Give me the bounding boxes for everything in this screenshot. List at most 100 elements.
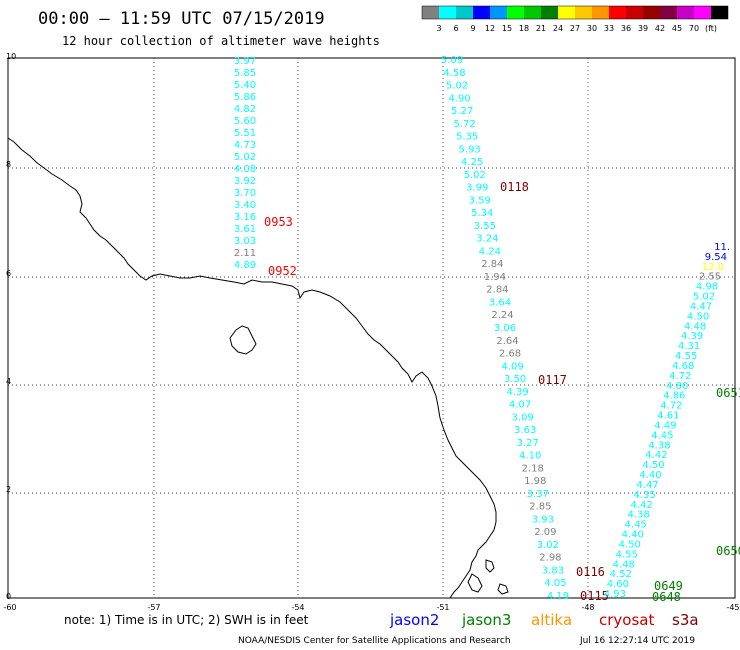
track-b-value: 4.58 [443,68,465,79]
colorbar-label: 3 [436,24,441,33]
latitude-tick: 10 [6,52,16,61]
track-a-value: 5.86 [234,92,256,103]
track-a-value: 3.03 [234,236,256,247]
track-c-value: 4.72 [660,401,682,412]
track-a-time: 0952 [268,264,297,278]
colorbar-legend: 3 6 9 12 15 18 21 24 27 30 33 36 39 42 45 70 (ft) [421,5,729,33]
track-a-value: 3.97 [234,56,256,67]
longitude-tick: -51 [436,603,449,612]
colorbar-swatch [626,6,643,19]
track-c-value: 4.50 [619,539,641,550]
colorbar-label: 18 [519,24,529,33]
colorbar-label: 33 [604,24,614,33]
colorbar-label: 27 [570,24,580,33]
longitude-tick: -54 [291,603,304,612]
track-a-value: 5.85 [234,68,256,79]
track-c-value: 4.52 [610,569,632,580]
track-c-value: 4.35 [633,490,655,501]
track-c-value: 11. [714,242,730,253]
satellite-jason2: jason2 [389,611,439,629]
track-c-value: 12.0 [702,262,724,273]
track-b-time: 0116 [576,565,605,579]
colorbar-label: 70 [689,24,699,33]
track-b-value: 3.27 [517,438,539,449]
track-c-value: 2.55 [699,272,721,283]
track-b-value: 2.24 [491,310,513,321]
colorbar-swatch [592,6,609,19]
track-b-value: 4.19 [547,591,569,602]
track-a-value: 5.40 [234,80,256,91]
map-title: 00:00 – 11:59 UTC 07/15/2019 [38,9,325,29]
colorbar-swatch [694,6,711,19]
colorbar-swatch [490,6,507,19]
track-b-value: 5.35 [456,132,478,143]
lat-lon-grid [8,58,735,598]
colorbar-label: 39 [638,24,648,33]
track-c-value: 9.54 [705,252,727,263]
track-c-value: 4.98 [696,282,718,293]
colorbar-label: 21 [536,24,546,33]
track-c-value: 4.49 [654,420,676,431]
track-c-value: 4.39 [681,331,703,342]
track-a-value: 4.08 [234,164,256,175]
colorbar-label: 30 [587,24,597,33]
colorbar-label: 45 [672,24,682,33]
credit-left: NOAA/NESDIS Center for Satellite Applica… [238,636,511,646]
colorbar-swatch [541,6,558,19]
colorbar-label: 6 [453,24,458,33]
colorbar-outline [421,5,729,20]
track-a-value: 4.73 [234,140,256,151]
track-b-value: 3.09 [512,412,534,423]
track-b-value: 5.34 [471,208,493,219]
track-a-value: 3.61 [234,224,256,235]
track-c-value: 4.93 [604,589,626,600]
track-c-value: 4.60 [607,579,629,590]
track-b-value: 2.68 [499,349,521,360]
longitude-tick: -45 [726,603,739,612]
colorbar-swatch [660,6,677,19]
track-a-value: 3.16 [234,212,256,223]
track-b-time: 0117 [538,373,567,387]
track-c-time: 0649 [654,579,683,593]
colorbar-swatch [507,6,524,19]
colorbar-label: 24 [553,24,563,33]
colorbar-label: 9 [470,24,475,33]
track-b-value: 2.84 [481,259,503,270]
track-c-value: 4.48 [684,321,706,332]
colorbar-swatch [422,6,439,19]
satellite-altika: altika [531,611,572,629]
track-c-value: 4.42 [645,450,667,461]
colorbar-swatch [524,6,541,19]
track-b-value: 2.18 [522,463,544,474]
track-a-value: 4.82 [234,104,256,115]
track-b-value: 5.09 [441,55,463,66]
track-b-value: 4.09 [501,361,523,372]
colorbar-swatch [473,6,490,19]
colorbar-label: 15 [502,24,512,33]
track-a-value: 4.89 [234,260,256,271]
track-b-value: 4.25 [461,157,483,168]
track-b-value: 5.72 [453,119,475,130]
colorbar-swatch [558,6,575,19]
track-b-value: 4.10 [519,451,541,462]
satellite-s3a: s3a [672,611,699,629]
colorbar-swatch [711,6,728,19]
longitude-tick: -48 [581,603,594,612]
track-c-value: 4.48 [613,559,635,570]
track-b-value: 5.02 [464,170,486,181]
track-b-value: 3.93 [532,514,554,525]
track-a-value: 5.02 [234,152,256,163]
track-c-time: 0651 [716,386,740,400]
latitude-tick: 6 [6,269,11,278]
track-c-value: 4.68 [672,361,694,372]
track-b-value: 3.55 [474,221,496,232]
track-b-value: 3.59 [469,195,491,206]
track-b-value: 2.85 [529,502,551,513]
track-b-value: 3.24 [476,234,498,245]
track-b-value: 3.37 [527,489,549,500]
track-b-value: 3.83 [542,565,564,576]
track-a-time: 0953 [264,215,293,229]
track-b-value: 3.50 [504,374,526,385]
track-c-value: 4.47 [636,480,658,491]
